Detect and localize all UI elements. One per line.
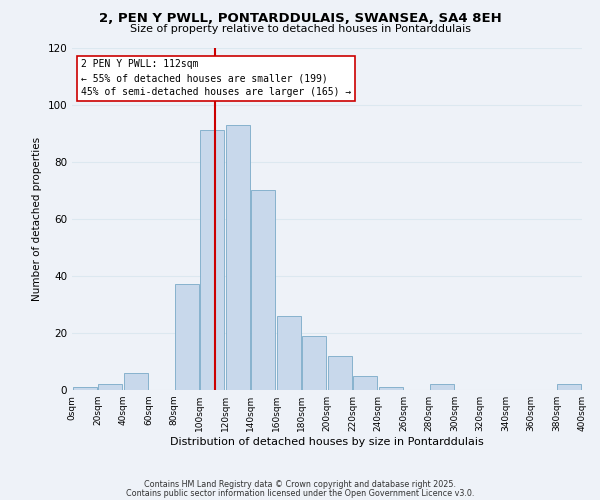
Bar	[379, 387, 403, 390]
Bar	[124, 373, 148, 390]
Text: Contains HM Land Registry data © Crown copyright and database right 2025.: Contains HM Land Registry data © Crown c…	[144, 480, 456, 489]
Text: Size of property relative to detached houses in Pontarddulais: Size of property relative to detached ho…	[130, 24, 470, 34]
Bar	[430, 384, 454, 390]
Bar	[328, 356, 352, 390]
Bar	[200, 130, 224, 390]
Bar	[98, 384, 122, 390]
Bar	[302, 336, 326, 390]
Bar	[73, 387, 97, 390]
Text: Contains public sector information licensed under the Open Government Licence v3: Contains public sector information licen…	[126, 488, 474, 498]
X-axis label: Distribution of detached houses by size in Pontarddulais: Distribution of detached houses by size …	[170, 437, 484, 447]
Y-axis label: Number of detached properties: Number of detached properties	[32, 136, 42, 301]
Bar	[557, 384, 581, 390]
Bar	[226, 124, 250, 390]
Bar	[175, 284, 199, 390]
Text: 2, PEN Y PWLL, PONTARDDULAIS, SWANSEA, SA4 8EH: 2, PEN Y PWLL, PONTARDDULAIS, SWANSEA, S…	[98, 12, 502, 26]
Bar	[353, 376, 377, 390]
Bar	[277, 316, 301, 390]
Bar	[251, 190, 275, 390]
Text: 2 PEN Y PWLL: 112sqm
← 55% of detached houses are smaller (199)
45% of semi-deta: 2 PEN Y PWLL: 112sqm ← 55% of detached h…	[81, 60, 352, 98]
